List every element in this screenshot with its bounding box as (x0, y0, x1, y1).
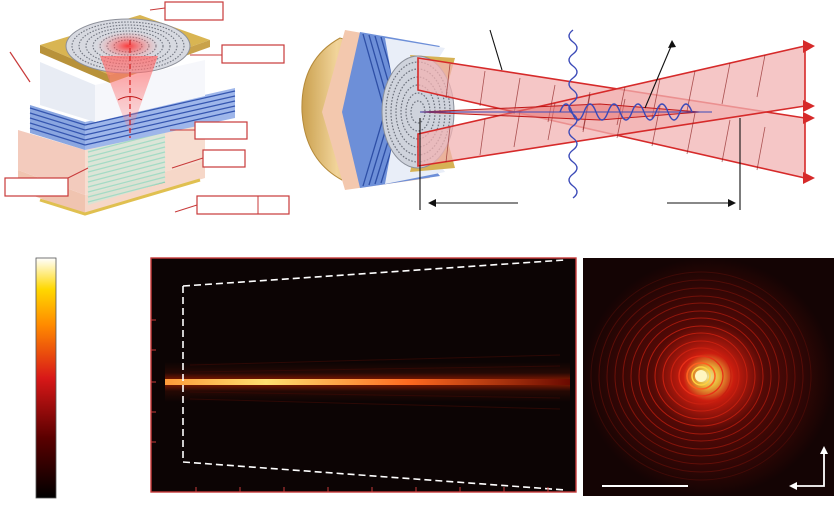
left-distance-arrowhead (428, 199, 436, 207)
label-box-right-middle (170, 121, 248, 140)
right-distance-arrowhead (728, 199, 736, 207)
beam-arrowhead-top (803, 40, 815, 53)
cone-angle-arc (117, 96, 143, 101)
label-box-top (149, 1, 224, 21)
zoom-region-outline (182, 259, 566, 491)
pointer-line-left (9, 51, 31, 83)
beam-arrowhead-mid-upper (803, 100, 815, 112)
colorbar-gradient (35, 257, 57, 499)
panel-b-beam-diagram (301, 29, 815, 210)
axes-arrowhead-left (789, 482, 797, 490)
panel-a-device-illustration (4, 1, 290, 216)
dbr-stripes (29, 90, 236, 146)
panel-c-colorbar (35, 257, 57, 499)
spacer-left-face (40, 62, 95, 122)
top-gold-contact-edge-left (40, 45, 110, 83)
panel-d-left-ticks (151, 319, 156, 443)
label-box-left (4, 167, 89, 197)
panel-e-glow (583, 258, 834, 496)
transverse-wave (568, 29, 578, 199)
axes-arrowhead-up (820, 446, 828, 454)
beam-line (165, 379, 570, 385)
bottom-contact (39, 178, 201, 216)
far-field-center-spot (695, 370, 707, 382)
dbr-left-face (30, 105, 85, 150)
pointer-left-beam (489, 29, 503, 71)
panel-d-bottom-ticks (195, 487, 549, 492)
pointer-focus (644, 43, 673, 109)
focus-spot (96, 31, 160, 61)
dbr-right-face (85, 88, 235, 150)
emission-cone (100, 56, 158, 135)
label-box-bottom-right (174, 195, 290, 215)
panel-d-faint-streaks (189, 354, 561, 410)
panel-d-propagation-image (150, 257, 604, 493)
green-block-face (88, 130, 165, 205)
label-box-right-top (190, 44, 285, 64)
beam-arrowhead-mid-lower (803, 112, 815, 124)
axes-indicator (795, 452, 825, 487)
pointer-focus-head (668, 40, 676, 48)
panel-e-far-field-image (583, 258, 834, 496)
beam-arrowhead-bottom (803, 172, 815, 184)
label-box-right-lower (171, 149, 246, 169)
axial-wave (559, 103, 693, 121)
far-field-rings (590, 271, 812, 481)
far-field-center-halo (691, 366, 711, 386)
